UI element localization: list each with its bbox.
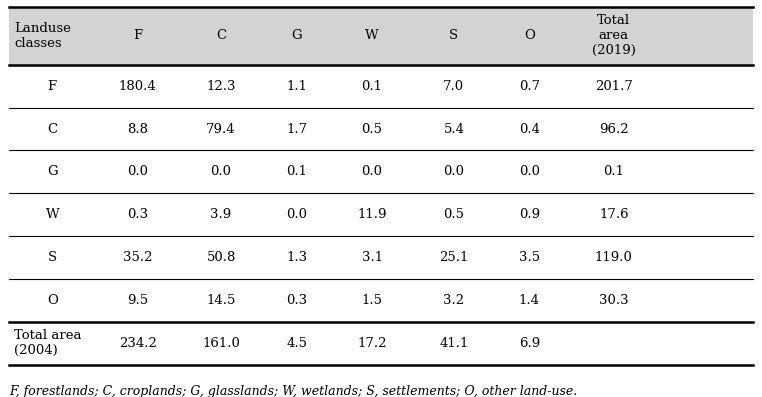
Text: G: G xyxy=(47,166,58,178)
Text: 201.7: 201.7 xyxy=(595,80,632,93)
Text: 0.7: 0.7 xyxy=(519,80,540,93)
Text: 0.1: 0.1 xyxy=(362,80,383,93)
Text: 0.0: 0.0 xyxy=(362,166,383,178)
Bar xyxy=(9,7,753,65)
Text: W: W xyxy=(46,208,59,221)
Text: 0.4: 0.4 xyxy=(519,123,539,135)
Text: 0.0: 0.0 xyxy=(286,208,307,221)
Text: 0.1: 0.1 xyxy=(604,166,624,178)
Text: F, forestlands; C, croplands; G, glasslands; W, wetlands; S, settlements; O, oth: F, forestlands; C, croplands; G, glassla… xyxy=(9,385,578,397)
Text: 1.4: 1.4 xyxy=(519,294,539,307)
Text: F: F xyxy=(48,80,57,93)
Text: O: O xyxy=(524,29,535,42)
Text: 0.5: 0.5 xyxy=(362,123,383,135)
Text: 9.5: 9.5 xyxy=(127,294,149,307)
Text: O: O xyxy=(46,294,58,307)
Text: Total
area
(2019): Total area (2019) xyxy=(592,14,636,58)
Text: 3.2: 3.2 xyxy=(443,294,465,307)
Text: 3.5: 3.5 xyxy=(519,251,540,264)
Text: S: S xyxy=(450,29,459,42)
Text: Total area
(2004): Total area (2004) xyxy=(14,330,82,357)
Text: 119.0: 119.0 xyxy=(595,251,632,264)
Text: 0.0: 0.0 xyxy=(127,166,149,178)
Text: 14.5: 14.5 xyxy=(207,294,235,307)
Text: G: G xyxy=(291,29,302,42)
Text: 180.4: 180.4 xyxy=(119,80,157,93)
Text: 25.1: 25.1 xyxy=(439,251,469,264)
Text: 8.8: 8.8 xyxy=(127,123,149,135)
Text: Landuse
classes: Landuse classes xyxy=(14,22,71,50)
Text: 0.0: 0.0 xyxy=(519,166,539,178)
Text: 161.0: 161.0 xyxy=(202,337,240,350)
Text: 0.3: 0.3 xyxy=(127,208,149,221)
Text: 6.9: 6.9 xyxy=(519,337,540,350)
Text: 5.4: 5.4 xyxy=(443,123,464,135)
Text: 96.2: 96.2 xyxy=(599,123,629,135)
Text: 11.9: 11.9 xyxy=(357,208,387,221)
Text: F: F xyxy=(133,29,142,42)
Text: 30.3: 30.3 xyxy=(599,294,629,307)
Text: 1.1: 1.1 xyxy=(286,80,307,93)
Text: 12.3: 12.3 xyxy=(207,80,236,93)
Text: 0.3: 0.3 xyxy=(286,294,307,307)
Text: 0.9: 0.9 xyxy=(519,208,540,221)
Text: 0.1: 0.1 xyxy=(286,166,307,178)
Text: C: C xyxy=(216,29,226,42)
Text: 4.5: 4.5 xyxy=(286,337,307,350)
Text: 234.2: 234.2 xyxy=(119,337,157,350)
Text: 0.0: 0.0 xyxy=(210,166,232,178)
Text: 3.9: 3.9 xyxy=(210,208,232,221)
Text: 0.5: 0.5 xyxy=(443,208,464,221)
Text: 50.8: 50.8 xyxy=(207,251,235,264)
Text: 0.0: 0.0 xyxy=(443,166,464,178)
Text: 1.7: 1.7 xyxy=(286,123,307,135)
Text: S: S xyxy=(48,251,57,264)
Text: 41.1: 41.1 xyxy=(439,337,469,350)
Text: 7.0: 7.0 xyxy=(443,80,465,93)
Text: 3.1: 3.1 xyxy=(361,251,383,264)
Text: 1.3: 1.3 xyxy=(286,251,307,264)
Text: W: W xyxy=(365,29,379,42)
Text: 17.6: 17.6 xyxy=(599,208,629,221)
Text: 1.5: 1.5 xyxy=(362,294,383,307)
Text: 79.4: 79.4 xyxy=(207,123,236,135)
Text: 17.2: 17.2 xyxy=(357,337,387,350)
Text: 35.2: 35.2 xyxy=(123,251,152,264)
Text: C: C xyxy=(47,123,57,135)
